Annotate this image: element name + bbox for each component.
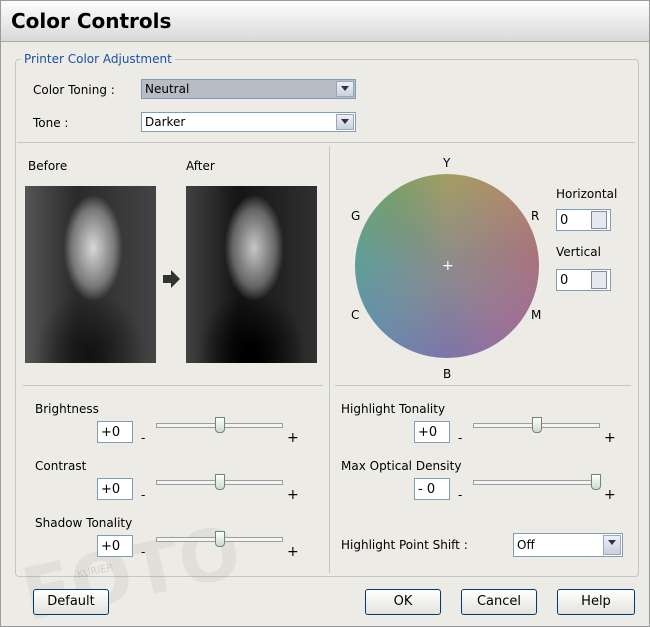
label: Vertical [556,245,601,259]
value-box[interactable]: +0 [97,421,133,443]
spin-value: 0 [560,213,569,228]
title-bar [1,1,649,42]
label: Highlight Point Shift : [341,538,468,552]
spin-buttons[interactable] [591,271,607,289]
dropdown[interactable]: Neutral [141,79,356,99]
plus-label: + [287,430,299,446]
button[interactable]: Cancel [461,589,537,615]
slider-thumb[interactable] [215,417,225,433]
dropdown[interactable]: Darker [141,112,356,132]
label: Horizontal [556,187,618,201]
slider-track[interactable] [473,480,600,485]
button[interactable]: OK [365,589,441,615]
slider-thumb[interactable] [215,531,225,547]
dropdown-arrow[interactable] [336,81,354,97]
group-title: Printer Color Adjustment [21,52,175,66]
dropdown-value: Neutral [145,82,190,96]
label: Highlight Tonality [341,402,446,416]
arrow [163,270,180,288]
group-box [15,59,639,577]
dropdown-arrow[interactable] [603,535,621,555]
label: Before [28,159,68,173]
slider-thumb[interactable] [591,474,601,490]
spin-buttons[interactable] [591,211,607,229]
label: Max Optical Density [341,459,462,473]
spin-value: 0 [560,273,569,288]
separator [329,146,330,573]
wheel-cursor: + [442,258,454,274]
value-box[interactable]: +0 [97,535,133,557]
label: Tone : [33,116,69,130]
minus-label: - [141,545,146,559]
plus-label: + [287,487,299,503]
label: Color Toning : [33,83,115,97]
label: After [186,159,215,173]
separator [17,142,635,143]
wheel-label: R [531,209,540,223]
plus-label: + [604,430,616,446]
color-wheel[interactable] [355,174,539,358]
slider-thumb[interactable] [532,417,542,433]
wheel-label: B [443,367,452,381]
label: Contrast [35,459,87,473]
value-box[interactable]: +0 [97,478,133,500]
label: Brightness [35,402,99,416]
separator [23,385,323,386]
before-image [25,186,156,363]
slider-thumb[interactable] [215,474,225,490]
minus-label: - [141,431,146,445]
button[interactable]: Help [557,589,635,615]
window-title: Color Controls [11,9,172,33]
wheel-label: Y [443,156,451,170]
minus-label: - [141,488,146,502]
wheel-label: G [351,209,361,223]
dropdown-value: Off [517,538,535,552]
dropdown[interactable]: Off [513,533,623,557]
plus-label: + [287,544,299,560]
minus-label: - [458,488,463,502]
button[interactable]: Default [33,589,109,615]
dropdown-arrow[interactable] [336,114,354,130]
after-image [186,186,317,363]
wheel-label: C [351,308,360,322]
value-box[interactable]: +0 [414,421,450,443]
wheel-label: M [531,308,542,322]
separator [335,385,631,386]
minus-label: - [458,431,463,445]
plus-label: + [604,487,616,503]
value-box[interactable]: - 0 [414,478,450,500]
label: Shadow Tonality [35,516,133,530]
dropdown-value: Darker [145,115,186,129]
